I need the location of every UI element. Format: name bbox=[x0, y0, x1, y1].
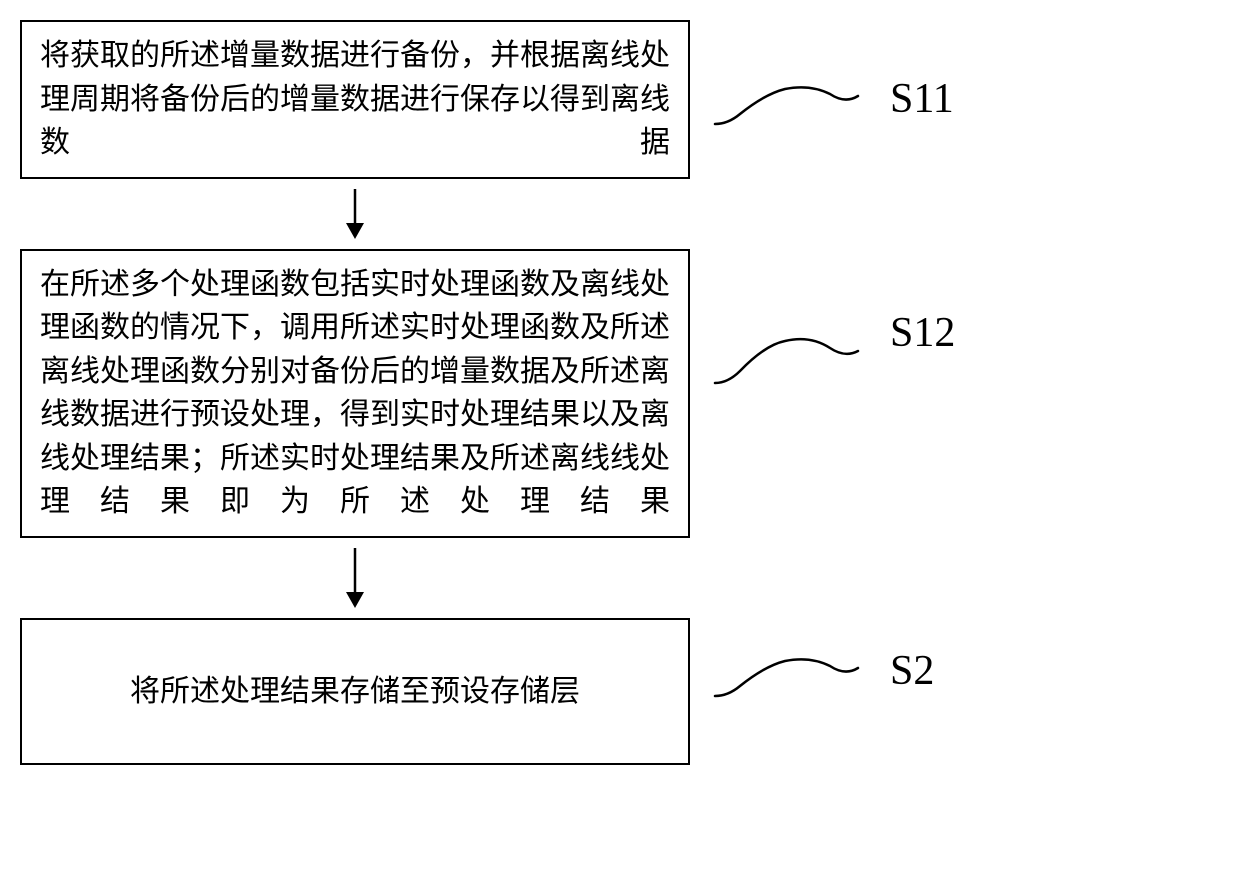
curly-connector-icon bbox=[710, 313, 860, 393]
arrow-down-icon bbox=[340, 189, 370, 239]
curly-connector-icon bbox=[710, 64, 860, 134]
connector-s11 bbox=[690, 64, 860, 134]
box-s11: 将获取的所述增量数据进行备份，并根据离线处理周期将备份后的增量数据进行保存以得到… bbox=[20, 20, 690, 179]
box-s12: 在所述多个处理函数包括实时处理函数及离线处理函数的情况下，调用所述实时处理函数及… bbox=[20, 249, 690, 538]
arrow-s12-s2 bbox=[20, 538, 690, 618]
box-s2: 将所述处理结果存储至预设存储层 bbox=[20, 618, 690, 766]
arrow-s11-s12 bbox=[20, 179, 690, 249]
label-s11: S11 bbox=[890, 75, 954, 123]
flow-row-s2: 将所述处理结果存储至预设存储层 S2 bbox=[20, 618, 1220, 766]
connector-s2 bbox=[690, 676, 860, 706]
label-s2: S2 bbox=[890, 647, 934, 695]
flow-row-s11: 将获取的所述增量数据进行备份，并根据离线处理周期将备份后的增量数据进行保存以得到… bbox=[20, 20, 1220, 179]
flowchart-container: 将获取的所述增量数据进行备份，并根据离线处理周期将备份后的增量数据进行保存以得到… bbox=[20, 20, 1220, 765]
label-s12: S12 bbox=[890, 309, 955, 357]
arrow-down-icon bbox=[340, 548, 370, 608]
flow-row-s12: 在所述多个处理函数包括实时处理函数及离线处理函数的情况下，调用所述实时处理函数及… bbox=[20, 249, 1220, 538]
curly-connector-icon bbox=[710, 636, 860, 706]
